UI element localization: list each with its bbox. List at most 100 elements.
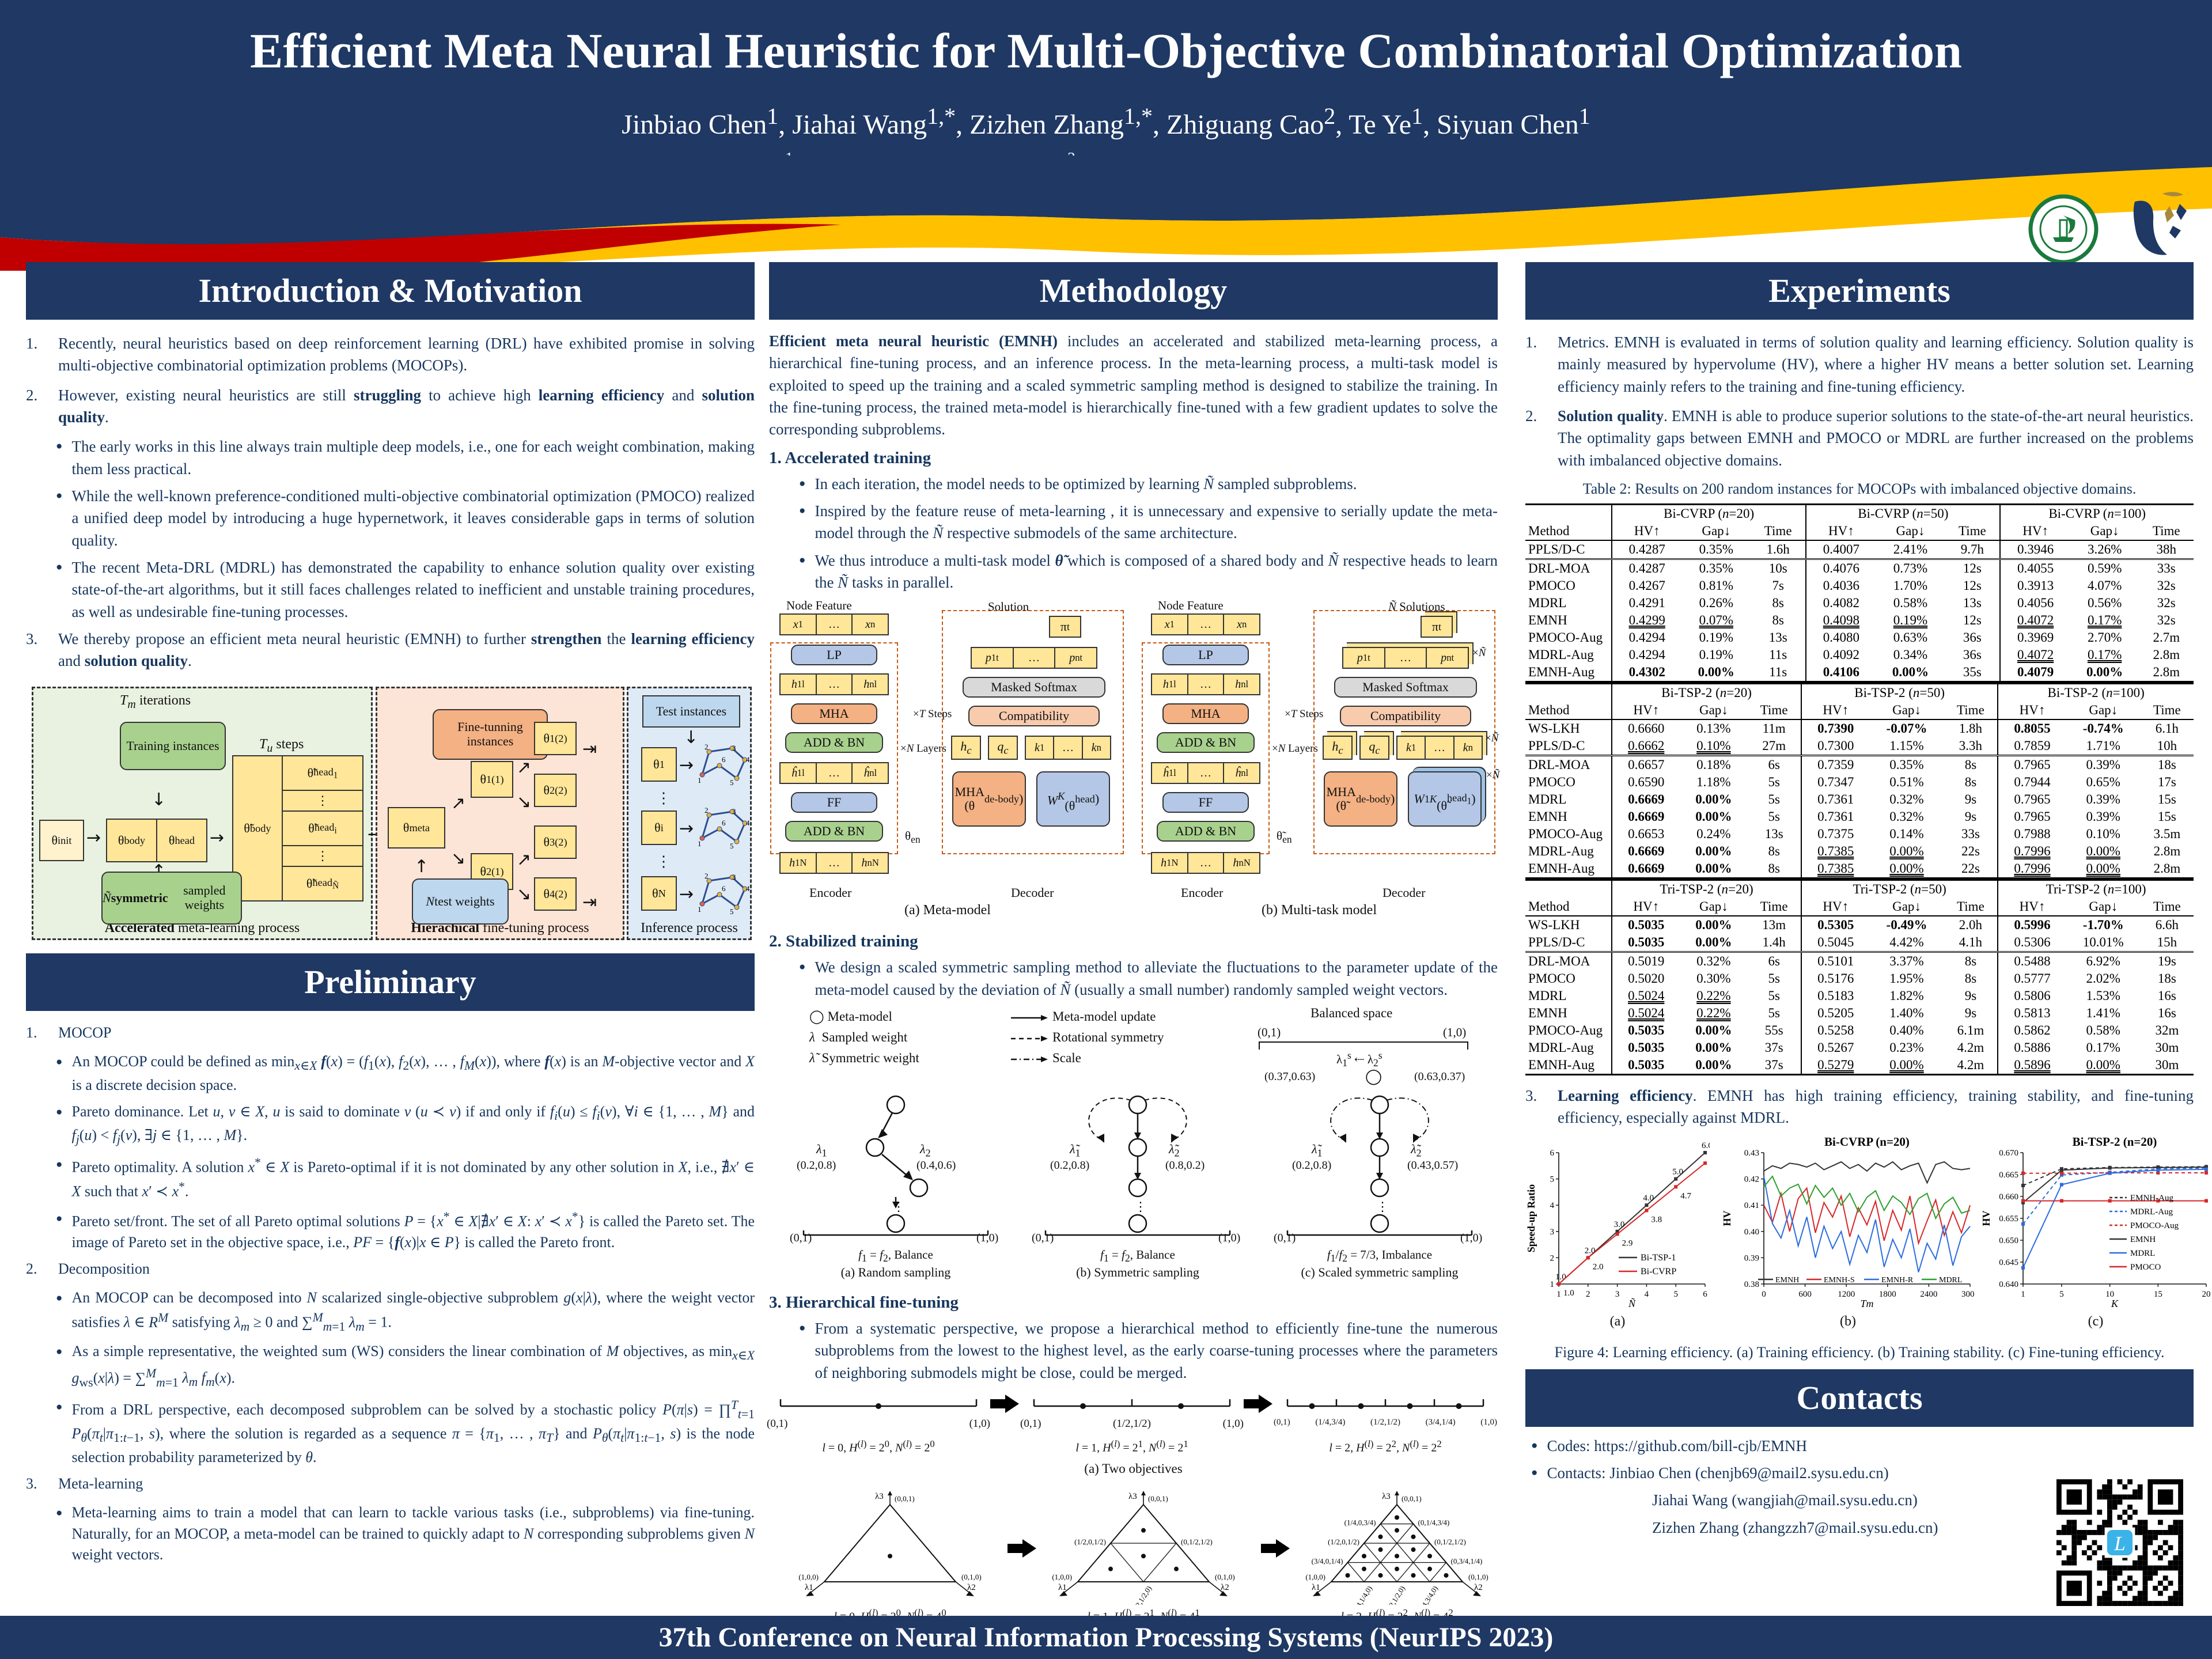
weight-label: (1,0) xyxy=(1480,1417,1497,1427)
value-cell: 0.4302 xyxy=(1611,663,1682,683)
method-header: Method xyxy=(1525,897,1612,916)
value-cell: 33s xyxy=(1961,826,1980,841)
arrow-icon: → xyxy=(679,819,694,839)
legend-item: λ Sampled weight xyxy=(809,1029,908,1044)
value-cell: 0.07% xyxy=(1699,612,1733,627)
value-cell: 0.7361 xyxy=(1801,808,1870,825)
value-cell: 4.1h xyxy=(1944,933,1998,953)
value-cell: 7s xyxy=(1772,578,1784,593)
col-header: Time xyxy=(1944,897,1998,916)
value-cell: 1.70% xyxy=(1893,578,1928,593)
item-number: 3. xyxy=(26,1475,37,1492)
legend-label: (0,1) xyxy=(1257,1025,1281,1039)
value-cell: 0.26% xyxy=(1699,595,1733,610)
training-instances-box: Training instances xyxy=(120,722,226,770)
value-cell: 0.5035 xyxy=(1611,1056,1680,1075)
value-cell: 0.5176 xyxy=(1801,969,1870,987)
value-cell: 16s xyxy=(2157,1005,2176,1020)
lambda1-coords: (0.2,0.8) xyxy=(1292,1158,1332,1172)
group-header: Bi-TSP-2 (n=50) xyxy=(1801,683,1998,702)
hidden-hat-cells: ĥ 1 l… ĥ n l xyxy=(779,762,889,785)
contact-text[interactable]: Jiahai Wang (wangjiah@mail.sysu.edu.cn) xyxy=(1652,1491,1918,1509)
column-preliminary: Preliminary 1. MOCOP ● An MOCOP could be de… xyxy=(26,953,755,1571)
arrow-icon: ↓ xyxy=(151,790,166,810)
value-cell: 0.00% xyxy=(1695,809,1732,824)
model-caption: (b) Multi-task model xyxy=(1262,903,1377,918)
bullet-icon: ● xyxy=(799,554,806,566)
svg-text:(0,0,1): (0,0,1) xyxy=(1402,1494,1422,1503)
value-cell: 6.92% xyxy=(2086,953,2120,968)
contacts-section-header: Contacts xyxy=(1525,1369,2194,1427)
tm-iterations-label: Tm iterations xyxy=(120,693,191,711)
contact-text[interactable]: Contacts: Jinbiao Chen (chenjb69@mail2.s… xyxy=(1547,1464,1889,1482)
value-cell: 12s xyxy=(1963,578,1982,593)
value-cell: 0.18% xyxy=(1696,757,1731,772)
svg-text:2: 2 xyxy=(704,806,709,815)
accelerated-training-heading: 1. Accelerated training xyxy=(769,448,931,467)
svg-text:(0,0,1): (0,0,1) xyxy=(1148,1494,1168,1503)
value-cell: 0.35% xyxy=(1699,560,1733,575)
decoder-dashed-box xyxy=(942,610,1124,855)
value-cell: 0.00% xyxy=(2066,859,2141,879)
value-cell: 0.3969 xyxy=(1999,628,2070,646)
method-cell: EMNH xyxy=(1528,1005,1567,1020)
value-cell: 0.5024 xyxy=(1611,987,1680,1005)
method-cell: MDRL xyxy=(1528,595,1567,610)
col-header: Time xyxy=(2140,701,2194,720)
method-cell: PPLS/D-C xyxy=(1525,737,1612,756)
numbered-item: 2. Decomposition xyxy=(26,1259,755,1280)
method-cell: EMNH-Aug xyxy=(1525,663,1612,683)
svg-text:1: 1 xyxy=(698,776,702,785)
bullet-icon: ● xyxy=(799,961,806,974)
col-header: Gap↓ xyxy=(1869,701,1944,720)
value-cell: 0.4287 xyxy=(1611,540,1682,560)
method-cell: MDRL-Aug xyxy=(1528,843,1594,858)
arrow-right-icon xyxy=(1244,1394,1272,1413)
value-cell: 0.30% xyxy=(1696,971,1731,986)
contact-text[interactable]: Codes: https://github.com/bill-cjb/EMNH xyxy=(1547,1437,1807,1455)
value-cell: 0.5035 xyxy=(1611,933,1680,953)
value-cell: 2.41% xyxy=(1876,540,1945,560)
value-cell: 2.7m xyxy=(2153,630,2180,645)
simplex-figure: (0,0,1) (1,0,0) (0,1,0) (1/4,0,3/4) (1/2,0,1… xyxy=(1305,1490,1488,1605)
numbered-item: 3. We thereby propose an efficient meta n… xyxy=(26,628,755,672)
item-number: 1. xyxy=(1525,334,1537,351)
value-cell: 0.00% xyxy=(1695,1022,1732,1037)
encoder-caption: Encoder xyxy=(1181,885,1224,900)
arrow-icon: ↗ xyxy=(451,793,466,813)
lambda1-label: λ1 xyxy=(816,1141,827,1159)
value-cell: 8s xyxy=(1964,971,1977,986)
value-cell: 0.6669 xyxy=(1611,790,1680,808)
svg-text:0: 0 xyxy=(1762,1290,1766,1299)
svg-text:(0,1,0): (0,1,0) xyxy=(1468,1573,1488,1581)
value-cell: 0.4106 xyxy=(1805,663,1876,683)
segment-figure xyxy=(1033,1399,1231,1409)
value-cell: 2.70% xyxy=(2087,630,2122,645)
bullet-item: ● Pareto dominance. Let u, v ∈ X, u is sa… xyxy=(56,1101,755,1149)
item-number: 2. xyxy=(26,386,38,404)
svg-text:2: 2 xyxy=(1586,1290,1590,1299)
svg-text:(0,1,0): (0,1,0) xyxy=(1215,1573,1235,1581)
col-header: HV↑ xyxy=(1611,522,1682,541)
contact-text[interactable]: Zizhen Zhang (zhangzzh7@mail.sysu.edu.cn… xyxy=(1652,1518,1938,1536)
contact-line: ● Codes: https://github.com/bill-cjb/EMNH xyxy=(1531,1435,2032,1457)
segment-labels: (0,1) (1/2,1/2) (1,0) xyxy=(1020,1418,1244,1430)
bullet-item: ● As a simple representative, the weighte… xyxy=(56,1341,755,1392)
value-cell: 0.4036 xyxy=(1805,577,1876,594)
value-cell: 0.22% xyxy=(1696,988,1731,1003)
item-text: An MOCOP can be decomposed into N scalar… xyxy=(71,1289,755,1334)
sampling-diagram: ◯ Meta-model λ Sampled weight λ̃ Symmetric… xyxy=(769,1006,1498,1285)
add-bn-box: ADD & BN xyxy=(785,732,883,753)
svg-text:5.0: 5.0 xyxy=(1672,1167,1683,1176)
vdots: ⋮ xyxy=(656,790,671,806)
item-text: As a simple representative, the weighted… xyxy=(71,1342,755,1389)
methodology-intro-paragraph: Efficient meta neural heuristic (EMNH) i… xyxy=(769,332,1498,438)
col-header: Gap↓ xyxy=(1681,522,1751,541)
value-cell: 2.02% xyxy=(2086,971,2120,986)
svg-text:HV: HV xyxy=(1721,1210,1733,1226)
bullet-item: ● We thus introduce a multi-task model θ̃… xyxy=(799,550,1498,594)
col-header: HV↑ xyxy=(1997,897,2066,916)
bullet-item: ● We design a scaled symmetric sampling m… xyxy=(799,956,1498,1001)
svg-text:EMNH: EMNH xyxy=(2130,1235,2156,1244)
